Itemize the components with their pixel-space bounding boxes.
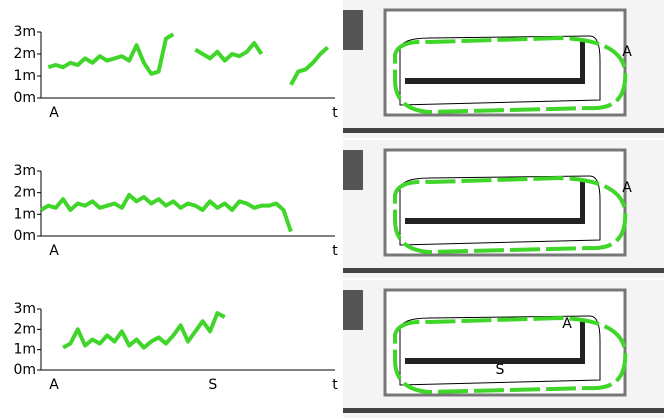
map-wall [405,358,585,364]
data-line [47,32,329,86]
map-wall [405,78,585,84]
data-line [62,311,226,350]
tracked-path [393,175,628,255]
y-tick-label: 3m [13,301,36,317]
map-wall [343,128,664,133]
x-annotation: A [49,377,59,393]
y-tick-label: 2m [13,46,36,62]
map-wall [580,180,585,224]
map-label: A [562,316,572,332]
x-axis-label: t [332,377,338,393]
map-wall [343,268,664,273]
y-tick-label: 3m [13,163,36,179]
tracked-path [393,35,628,115]
map-room [383,148,627,257]
map-wall [343,408,664,413]
x-annotation: A [49,243,59,259]
map-wall [343,150,363,190]
tracked-path [393,315,628,395]
y-tick-label: 2m [13,185,36,201]
map-wall [580,40,585,84]
map-room [383,8,627,117]
map-label: S [496,362,505,378]
y-tick-label: 1m [13,206,36,222]
y-tick-label: 1m [13,68,36,84]
map-label: A [622,180,632,196]
y-tick-label: 1m [13,342,36,358]
x-axis-label: t [332,243,338,259]
map-label: A [622,44,632,60]
data-line [39,192,293,233]
y-tick-label: 3m [13,24,36,40]
y-tick-label: 2m [13,321,36,337]
map-wall [405,218,585,224]
y-tick-label: 0m [13,362,36,378]
y-tick-label: 0m [13,228,36,244]
x-axis-label: t [332,105,338,121]
map-room [383,288,627,397]
y-tick-label: 0m [13,90,36,106]
map-wall [343,10,363,50]
x-annotation: S [208,377,217,393]
map-wall [343,290,363,330]
map-wall [580,320,585,364]
x-annotation: A [49,105,59,121]
